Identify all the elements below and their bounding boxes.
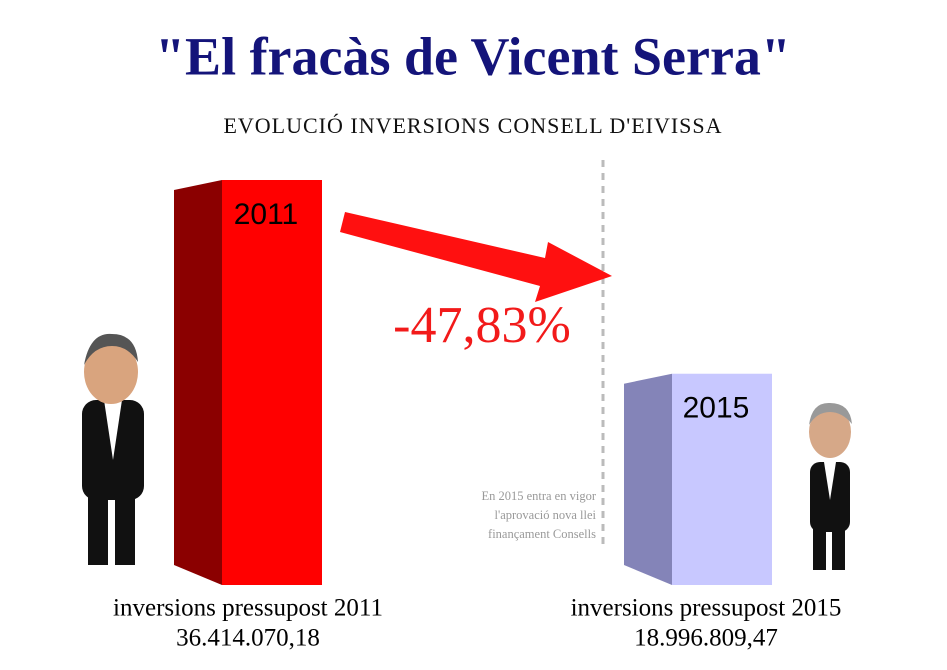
chart-subtitle: EVOLUCIÓ INVERSIONS CONSELL D'EIVISSA [223, 113, 722, 138]
note-line: l'aprovació nova llei [494, 508, 596, 522]
note-line: finançament Consells [488, 527, 596, 541]
arrow [340, 212, 612, 302]
bar [672, 373, 772, 585]
bar-caption: inversions pressupost 2015 [571, 595, 842, 622]
value-label: 18.996.809,47 [634, 625, 778, 652]
chart-title: "El fracàs de Vicent Serra" [155, 26, 791, 86]
bar [222, 180, 322, 585]
person-illustration [82, 333, 144, 565]
bar-category-label: 2015 [683, 392, 750, 425]
bar-side [174, 180, 222, 585]
note-line: En 2015 entra en vigor [481, 489, 596, 503]
bar-side [624, 373, 672, 585]
person-illustration [809, 402, 852, 570]
value-label: 36.414.070,18 [176, 625, 320, 652]
annotation: -47,83% [393, 297, 571, 354]
bar-caption: inversions pressupost 2011 [113, 595, 383, 622]
bar-category-label: 2011 [234, 198, 299, 231]
